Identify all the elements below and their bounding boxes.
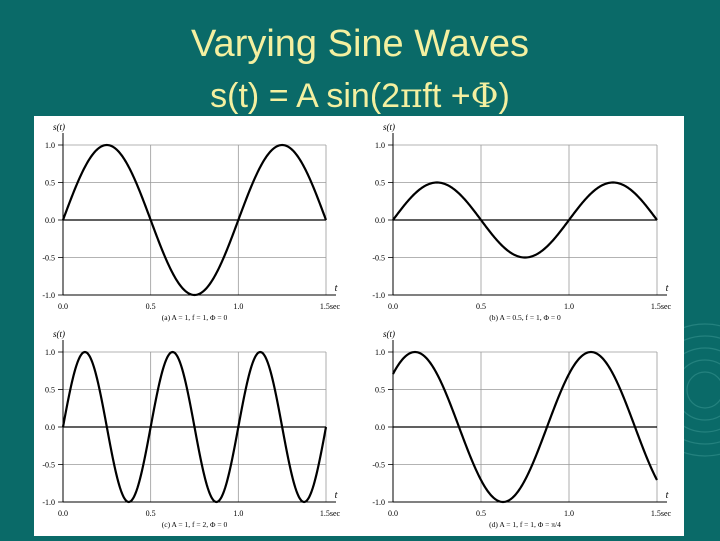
sine-curve xyxy=(61,143,328,297)
x-axis-label: t xyxy=(335,490,338,501)
x-tick-label: 1.0 xyxy=(233,509,243,518)
x-tick-label: 0.0 xyxy=(388,509,398,518)
x-axis-label: t xyxy=(666,283,669,294)
y-tick-label: -1.0 xyxy=(372,498,385,507)
x-tick-label: 0.5 xyxy=(146,509,156,518)
y-tick-label: 0.0 xyxy=(375,423,385,432)
slide-title: Varying Sine Waves xyxy=(191,23,529,65)
formula-phi-symbol: Φ xyxy=(470,76,499,116)
y-axis-label: s(t) xyxy=(53,122,65,132)
subplot-caption: (d) A = 1, f = 1, Φ = π/4 xyxy=(489,520,561,529)
subplot-caption: (a) A = 1, f = 1, Φ = 0 xyxy=(162,313,228,322)
x-axis-label: t xyxy=(666,490,669,501)
y-tick-label: -0.5 xyxy=(372,254,385,263)
x-tick-label: 1.5sec xyxy=(651,509,672,518)
formula-pi-symbol: π xyxy=(400,76,423,116)
subplot-caption: (c) A = 1, f = 2, Φ = 0 xyxy=(162,520,228,529)
subplot-b: 1.00.50.0-0.5-1.00.0 0.5 1.0 1.5secs(t)t(b)… xyxy=(372,122,671,322)
y-axis-label: s(t) xyxy=(383,329,395,339)
subplot-caption: (b) A = 0.5, f = 1, Φ = 0 xyxy=(489,313,561,322)
y-tick-label: -0.5 xyxy=(42,254,55,263)
y-tick-label: 0.0 xyxy=(45,423,55,432)
y-tick-label: 0.5 xyxy=(375,386,385,395)
x-tick-label: 0.0 xyxy=(58,509,68,518)
subplot-d: 1.00.50.0-0.5-1.00.0 0.5 1.0 1.5secs(t)t(d)… xyxy=(372,329,671,529)
x-tick-label: 0.0 xyxy=(388,302,398,311)
x-axis-label: t xyxy=(335,283,338,294)
y-tick-label: -1.0 xyxy=(42,291,55,300)
x-tick-label: 1.0 xyxy=(564,302,574,311)
y-tick-label: 1.0 xyxy=(375,141,385,150)
y-tick-label: -1.0 xyxy=(42,498,55,507)
y-tick-label: -1.0 xyxy=(372,291,385,300)
x-tick-label: 0.5 xyxy=(476,302,486,311)
sine-wave-figure: 1.00.50.0-0.5-1.00.0 0.5 1.0 1.5secs(t)t(a)… xyxy=(42,122,671,529)
subplot-c: 1.00.50.0-0.5-1.00.0 0.5 1.0 1.5secs(t)t(c)… xyxy=(42,329,340,529)
y-axis-label: s(t) xyxy=(53,329,65,339)
x-tick-label: 0.5 xyxy=(476,509,486,518)
sine-curve xyxy=(61,350,328,504)
x-tick-label: 1.5sec xyxy=(320,302,341,311)
formula-suffix: ) xyxy=(498,77,510,115)
x-tick-label: 0.0 xyxy=(58,302,68,311)
sine-curve xyxy=(392,350,658,504)
x-tick-label: 1.5sec xyxy=(320,509,341,518)
sine-curve xyxy=(392,181,658,259)
x-tick-label: 1.0 xyxy=(564,509,574,518)
y-tick-label: 1.0 xyxy=(45,348,55,357)
formula-prefix: s(t) = A sin(2 xyxy=(210,77,401,115)
x-tick-label: 1.0 xyxy=(233,302,243,311)
y-tick-label: 1.0 xyxy=(375,348,385,357)
x-tick-label: 1.5sec xyxy=(651,302,672,311)
y-tick-label: 0.5 xyxy=(375,179,385,188)
y-tick-label: 0.0 xyxy=(375,216,385,225)
y-tick-label: 0.5 xyxy=(45,179,55,188)
y-tick-label: 1.0 xyxy=(45,141,55,150)
y-tick-label: 0.5 xyxy=(45,386,55,395)
slide-formula: s(t) = A sin(2πft +Φ) xyxy=(0,76,720,116)
x-tick-label: 0.5 xyxy=(146,302,156,311)
y-axis-label: s(t) xyxy=(383,122,395,132)
formula-mid: ft + xyxy=(422,77,471,115)
y-tick-label: 0.0 xyxy=(45,216,55,225)
y-tick-label: -0.5 xyxy=(42,461,55,470)
y-tick-label: -0.5 xyxy=(372,461,385,470)
figure-panel: 1.0 0.5 0.0 -0.5 -1.0 0.0 0.5 1.0 1.5sec s(t) t (a)… xyxy=(34,116,684,536)
subplot-a: 1.00.50.0-0.5-1.00.0 0.5 1.0 1.5secs(t)t(a)… xyxy=(42,122,340,322)
